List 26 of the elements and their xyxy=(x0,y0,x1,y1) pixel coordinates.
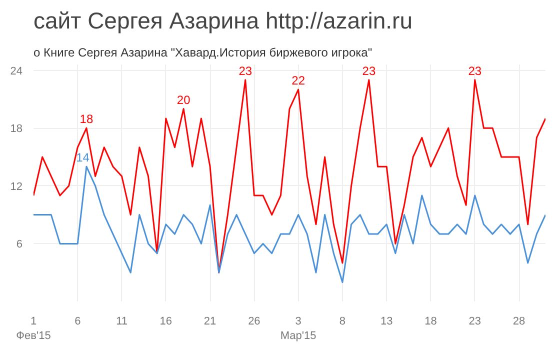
chart-subtitle: о Книге Сергея Азарина "Хавард.История биржевого игрока" xyxy=(34,46,372,60)
annotation: 22 xyxy=(292,74,306,88)
y-tick-label: 18 xyxy=(10,123,23,136)
annotation: 20 xyxy=(176,92,191,107)
x-tick-label: 18 xyxy=(424,316,437,328)
x-tick-label: 6 xyxy=(74,316,81,328)
annotation: 18 xyxy=(80,112,94,126)
chart-title: сайт Сергея Азарина http://azarin.ru xyxy=(34,8,412,34)
annotation: 23 xyxy=(362,64,376,78)
annotation: 23 xyxy=(468,64,482,78)
x-tick-label: 11 xyxy=(116,316,128,328)
x-tick-label: 8 xyxy=(339,316,346,328)
x-tick-label: 23 xyxy=(468,316,482,328)
x-tick-label: 13 xyxy=(380,316,393,328)
x-tick-label: 3 Мар'15 xyxy=(280,316,316,342)
x-tick-label: 21 xyxy=(204,316,216,328)
x-tick-label: 16 xyxy=(160,316,172,328)
x-tick-label: 1 Фев'15 xyxy=(16,316,51,342)
x-tick-label: 28 xyxy=(512,316,526,328)
x-tick-label: 26 xyxy=(248,316,260,328)
annotation: 23 xyxy=(238,64,252,78)
y-tick-label: 24 xyxy=(10,65,23,78)
y-tick-label: 12 xyxy=(10,180,23,193)
annotation: 14 xyxy=(76,150,90,165)
line-series xyxy=(34,166,546,283)
y-tick-label: 6 xyxy=(16,238,23,251)
